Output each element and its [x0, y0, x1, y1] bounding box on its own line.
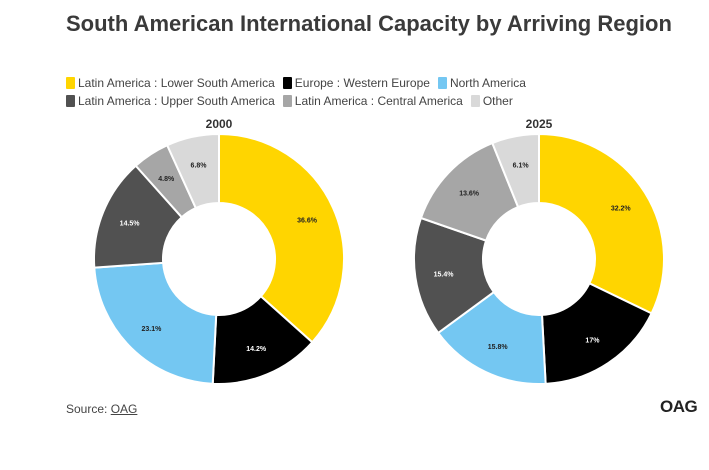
data-label-lower-south-america: 32.2% — [611, 206, 632, 213]
donut-slice-lower-south-america — [538, 132, 665, 315]
chart-year-title: 2025 — [526, 117, 553, 131]
legend-row-2: Latin America : Upper South America Lati… — [66, 92, 666, 110]
legend-row-1: Latin America : Lower South America Euro… — [66, 74, 666, 92]
data-label-western-europe: 17% — [585, 337, 600, 344]
legend-swatch — [66, 95, 75, 107]
legend-label: Europe : Western Europe — [294, 76, 430, 90]
data-label-central-america: 4.8% — [158, 176, 175, 183]
data-label-central-america: 13.6% — [459, 190, 480, 197]
donut-slice-lower-south-america — [218, 132, 345, 344]
legend-item-other: Other — [470, 94, 513, 108]
data-label-lower-south-america: 36.6% — [297, 218, 318, 225]
data-label-north-america: 23.1% — [141, 326, 162, 333]
legend-item-north-america: North America — [437, 76, 526, 90]
donut-slice-north-america — [93, 261, 218, 385]
donut-charts: 2000 36.6% 14.2% 23.1% 14.5% 4.8% 6.8% 2025 3… — [93, 117, 665, 385]
data-label-western-europe: 14.2% — [246, 346, 267, 353]
donut-slice-other — [490, 132, 540, 209]
chart-year-title: 2000 — [206, 117, 233, 131]
chart-title: South American International Capacity by… — [66, 11, 672, 36]
data-label-other: 6.8% — [191, 163, 208, 170]
legend-item-upper-south-america: Latin America : Upper South America — [66, 94, 275, 108]
legend-item-western-europe: Europe : Western Europe — [282, 76, 430, 90]
legend: Latin America : Lower South America Euro… — [66, 74, 666, 110]
donut-slice-other — [165, 132, 220, 210]
legend-swatch — [282, 77, 292, 89]
legend-swatch — [282, 95, 292, 107]
legend-swatch — [66, 77, 75, 89]
data-label-other: 6.1% — [513, 162, 530, 169]
legend-swatch — [437, 77, 447, 89]
legend-label: Other — [482, 94, 513, 108]
donut-chart-2025: 2025 32.2% 17% 15.8% 15.4% 13.6% 6.1% — [413, 117, 665, 385]
donut-slice-north-america — [436, 290, 547, 385]
legend-label: Latin America : Upper South America — [78, 94, 275, 108]
oag-logo: OAG — [660, 397, 698, 416]
source-link[interactable]: OAG — [110, 402, 138, 416]
legend-label: Latin America : Lower South America — [78, 76, 275, 90]
data-label-upper-south-america: 15.4% — [434, 271, 455, 278]
legend-label: Latin America : Central America — [294, 94, 463, 108]
source-prefix: Source: — [66, 402, 111, 416]
donut-chart-2000: 2000 36.6% 14.2% 23.1% 14.5% 4.8% 6.8% — [93, 117, 345, 385]
legend-item-central-america: Latin America : Central America — [282, 94, 463, 108]
legend-label: North America — [449, 76, 526, 90]
source-note: Source: OAG — [66, 402, 137, 416]
data-label-north-america: 15.8% — [488, 344, 509, 351]
data-label-upper-south-america: 14.5% — [120, 221, 141, 228]
legend-item-lower-south-america: Latin America : Lower South America — [66, 76, 275, 90]
legend-swatch — [470, 95, 480, 107]
donut-slice-western-europe — [540, 282, 653, 385]
